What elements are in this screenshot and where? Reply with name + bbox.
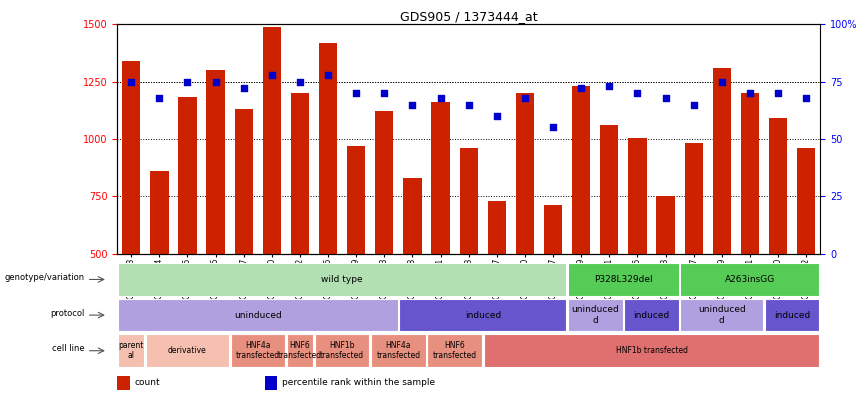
Point: [799, 94, 813, 101]
Bar: [372, 335, 425, 367]
Bar: [681, 263, 819, 296]
Point: [518, 94, 532, 101]
Text: induced: induced: [464, 311, 501, 320]
Text: HNF4a
transfected: HNF4a transfected: [377, 341, 420, 360]
Bar: [459, 148, 478, 254]
Bar: [568, 263, 679, 296]
Bar: [207, 70, 225, 254]
Bar: [231, 335, 285, 367]
Bar: [347, 146, 365, 254]
Point: [124, 78, 138, 85]
Bar: [150, 171, 168, 254]
Text: percentile rank within the sample: percentile rank within the sample: [282, 378, 435, 387]
Bar: [483, 335, 819, 367]
Point: [153, 94, 167, 101]
Text: induced: induced: [634, 311, 669, 320]
Bar: [488, 201, 506, 254]
Bar: [319, 43, 338, 254]
Text: cell line: cell line: [52, 344, 84, 354]
Bar: [118, 335, 144, 367]
Point: [575, 85, 589, 92]
Text: A263insGG: A263insGG: [725, 275, 775, 284]
Text: HNF1b transfected: HNF1b transfected: [615, 346, 687, 355]
Bar: [286, 335, 313, 367]
Bar: [431, 102, 450, 254]
Text: P328L329del: P328L329del: [594, 275, 653, 284]
Bar: [122, 61, 141, 254]
Bar: [740, 93, 760, 254]
Bar: [681, 299, 763, 331]
Bar: [263, 27, 281, 254]
Bar: [516, 93, 534, 254]
Point: [181, 78, 194, 85]
Title: GDS905 / 1373444_at: GDS905 / 1373444_at: [400, 10, 537, 23]
Text: uninduced
d: uninduced d: [698, 305, 746, 325]
Point: [434, 94, 448, 101]
Bar: [118, 299, 398, 331]
Point: [659, 94, 673, 101]
Point: [602, 83, 616, 90]
Point: [208, 78, 222, 85]
Bar: [427, 335, 482, 367]
Bar: [765, 299, 819, 331]
Text: HNF6
transfected: HNF6 transfected: [278, 341, 322, 360]
Point: [630, 90, 644, 96]
Bar: [375, 111, 393, 254]
Point: [237, 85, 251, 92]
Bar: [118, 263, 566, 296]
Bar: [544, 205, 562, 254]
Bar: [265, 376, 278, 390]
Bar: [117, 376, 130, 390]
Text: HNF1b
transfected: HNF1b transfected: [320, 341, 365, 360]
Text: induced: induced: [774, 311, 810, 320]
Point: [293, 78, 307, 85]
Bar: [404, 178, 422, 254]
Point: [349, 90, 363, 96]
Bar: [656, 196, 674, 254]
Text: uninduced
d: uninduced d: [571, 305, 619, 325]
Point: [378, 90, 391, 96]
Bar: [572, 86, 590, 254]
Point: [405, 101, 419, 108]
Bar: [315, 335, 370, 367]
Text: wild type: wild type: [321, 275, 363, 284]
Text: parent
al: parent al: [119, 341, 144, 360]
Text: genotype/variation: genotype/variation: [4, 273, 84, 282]
Bar: [399, 299, 566, 331]
Bar: [600, 125, 619, 254]
Text: HNF6
transfected: HNF6 transfected: [432, 341, 477, 360]
Point: [687, 101, 700, 108]
Point: [715, 78, 729, 85]
Point: [546, 124, 560, 131]
Bar: [291, 93, 309, 254]
Text: protocol: protocol: [50, 309, 84, 318]
Bar: [178, 96, 197, 254]
Point: [490, 113, 503, 119]
Point: [462, 101, 476, 108]
Bar: [234, 109, 253, 254]
Bar: [797, 148, 815, 254]
Bar: [685, 143, 703, 254]
Text: derivative: derivative: [168, 346, 207, 355]
Text: count: count: [134, 378, 160, 387]
Point: [771, 90, 785, 96]
Bar: [713, 68, 731, 254]
Point: [743, 90, 757, 96]
Text: HNF4a
transfected: HNF4a transfected: [236, 341, 279, 360]
Bar: [624, 299, 679, 331]
Bar: [628, 138, 647, 254]
Text: uninduced: uninduced: [233, 311, 282, 320]
Bar: [146, 335, 229, 367]
Point: [321, 72, 335, 78]
Point: [265, 72, 279, 78]
Bar: [769, 118, 787, 254]
Bar: [568, 299, 622, 331]
